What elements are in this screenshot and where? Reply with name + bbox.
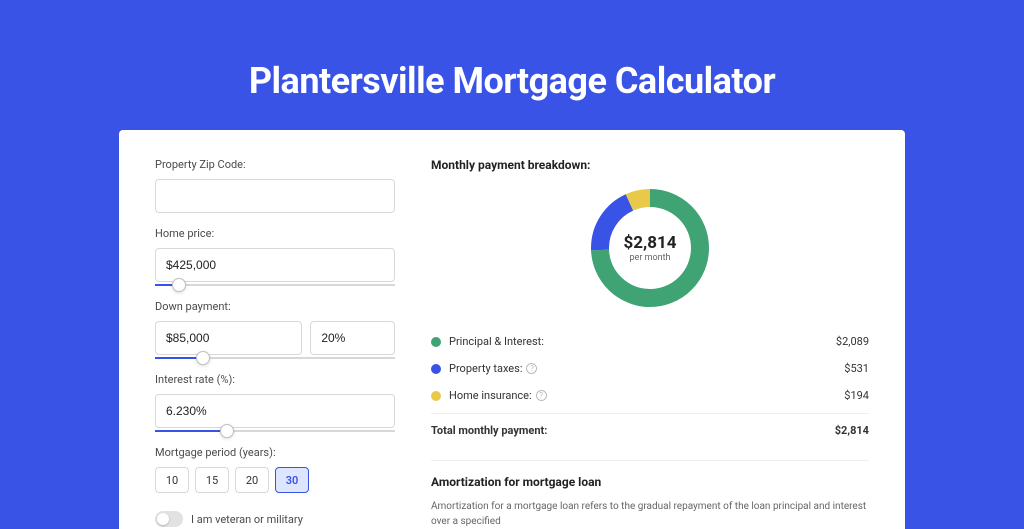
- legend-dot-icon: [431, 337, 441, 347]
- period-field-group: Mortgage period (years): 10152030: [155, 446, 395, 493]
- breakdown-column: Monthly payment breakdown: $2,814 per mo…: [431, 158, 869, 529]
- legend-value: $2,089: [836, 335, 869, 348]
- interest-rate-label: Interest rate (%):: [155, 373, 395, 386]
- donut-amount: $2,814: [624, 233, 677, 253]
- amortization-text: Amortization for a mortgage loan refers …: [431, 499, 869, 529]
- legend-row: Home insurance:?$194: [431, 382, 869, 409]
- legend-dot-icon: [431, 391, 441, 401]
- form-column: Property Zip Code: Home price: Down paym…: [155, 158, 395, 529]
- total-label: Total monthly payment:: [431, 424, 835, 437]
- period-button-20[interactable]: 20: [235, 467, 269, 493]
- slider-thumb-icon[interactable]: [196, 351, 210, 365]
- donut-chart: $2,814 per month: [586, 184, 714, 312]
- period-button-15[interactable]: 15: [195, 467, 229, 493]
- interest-rate-field-group: Interest rate (%):: [155, 373, 395, 432]
- amortization-title: Amortization for mortgage loan: [431, 475, 869, 489]
- breakdown-title: Monthly payment breakdown:: [431, 158, 869, 172]
- legend-list: Principal & Interest:$2,089Property taxe…: [431, 328, 869, 444]
- period-button-30[interactable]: 30: [275, 467, 309, 493]
- zip-input[interactable]: [155, 179, 395, 213]
- legend-value: $194: [844, 389, 869, 402]
- interest-rate-slider[interactable]: [155, 430, 395, 432]
- home-price-field-group: Home price:: [155, 227, 395, 286]
- home-price-slider[interactable]: [155, 284, 395, 286]
- zip-field-group: Property Zip Code:: [155, 158, 395, 213]
- calculator-card: Property Zip Code: Home price: Down paym…: [119, 130, 905, 529]
- legend-row: Principal & Interest:$2,089: [431, 328, 869, 355]
- page-title: Plantersville Mortgage Calculator: [0, 60, 1024, 102]
- info-icon[interactable]: ?: [536, 390, 547, 401]
- legend-label: Principal & Interest:: [449, 335, 836, 348]
- veteran-label: I am veteran or military: [191, 513, 303, 526]
- legend-total-row: Total monthly payment:$2,814: [431, 413, 869, 444]
- legend-value: $531: [844, 362, 869, 375]
- legend-row: Property taxes:?$531: [431, 355, 869, 382]
- total-value: $2,814: [835, 424, 869, 437]
- veteran-toggle[interactable]: [155, 511, 183, 527]
- legend-dot-icon: [431, 364, 441, 374]
- down-payment-slider[interactable]: [155, 357, 395, 359]
- down-payment-pct-input[interactable]: [310, 321, 395, 355]
- divider: [431, 460, 869, 461]
- legend-label: Property taxes:?: [449, 362, 844, 375]
- info-icon[interactable]: ?: [526, 363, 537, 374]
- zip-label: Property Zip Code:: [155, 158, 395, 171]
- donut-sub: per month: [624, 253, 677, 263]
- donut-chart-wrap: $2,814 per month: [431, 184, 869, 312]
- down-payment-input[interactable]: [155, 321, 302, 355]
- down-payment-field-group: Down payment:: [155, 300, 395, 359]
- interest-rate-input[interactable]: [155, 394, 395, 428]
- legend-label: Home insurance:?: [449, 389, 844, 402]
- period-label: Mortgage period (years):: [155, 446, 395, 459]
- slider-thumb-icon[interactable]: [220, 424, 234, 438]
- period-button-10[interactable]: 10: [155, 467, 189, 493]
- down-payment-label: Down payment:: [155, 300, 395, 313]
- home-price-label: Home price:: [155, 227, 395, 240]
- slider-thumb-icon[interactable]: [172, 278, 186, 292]
- veteran-toggle-row: I am veteran or military: [155, 511, 395, 527]
- home-price-input[interactable]: [155, 248, 395, 282]
